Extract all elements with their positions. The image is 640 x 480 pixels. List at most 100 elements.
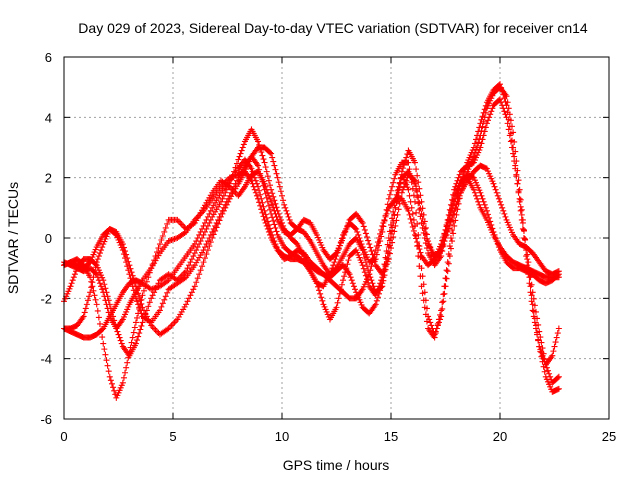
data-point	[365, 279, 372, 286]
y-tick-label: 4	[45, 110, 52, 125]
data-point	[263, 168, 270, 175]
data-point	[343, 225, 350, 232]
data-point	[145, 274, 152, 281]
data-point	[441, 283, 448, 290]
data-point	[196, 271, 203, 278]
data-point	[184, 265, 191, 272]
data-point	[138, 310, 145, 317]
data-point	[417, 205, 424, 212]
data-point	[82, 305, 89, 312]
data-point	[152, 253, 159, 260]
data-point	[253, 192, 260, 199]
data-point	[96, 250, 103, 257]
data-point	[341, 231, 348, 238]
data-point	[255, 195, 262, 202]
data-point	[395, 183, 402, 190]
data-point	[223, 198, 230, 205]
data-point	[257, 202, 264, 209]
data-point	[531, 319, 538, 326]
data-point	[417, 249, 424, 256]
data-point	[191, 250, 198, 257]
y-tick-label: 2	[45, 171, 52, 186]
data-point	[344, 261, 351, 268]
data-point	[240, 141, 247, 148]
data-point	[277, 188, 284, 195]
x-tick-label: 25	[602, 429, 616, 444]
data-point	[382, 254, 389, 261]
data-point	[459, 173, 466, 180]
data-point	[318, 294, 325, 301]
data-point	[518, 216, 525, 223]
series-track-6	[61, 81, 562, 368]
data-point	[439, 299, 446, 306]
data-point	[267, 149, 274, 156]
data-point	[539, 352, 546, 359]
data-point	[520, 235, 527, 241]
data-point	[479, 123, 486, 130]
data-point	[123, 259, 130, 266]
data-point	[537, 346, 544, 353]
data-point	[365, 267, 372, 274]
data-point	[280, 197, 287, 204]
data-point	[102, 351, 109, 358]
data-point	[91, 292, 98, 299]
y-tick-label: -2	[40, 291, 52, 306]
data-point	[544, 367, 551, 374]
data-point	[490, 180, 497, 187]
data-point	[377, 280, 384, 287]
data-point	[508, 137, 515, 144]
data-point	[259, 209, 266, 216]
data-point	[483, 120, 490, 127]
data-point	[497, 198, 503, 205]
data-point	[419, 290, 426, 297]
data-point	[482, 204, 489, 211]
data-point	[531, 302, 538, 309]
data-point	[143, 278, 150, 285]
data-point	[393, 198, 400, 205]
data-point	[365, 237, 372, 244]
data-point	[272, 200, 279, 207]
data-point	[502, 213, 509, 220]
data-point	[538, 339, 545, 346]
data-point	[386, 191, 393, 198]
data-point	[111, 387, 118, 394]
data-point	[130, 287, 137, 294]
data-point	[190, 253, 197, 260]
data-point	[438, 307, 445, 314]
data-point	[379, 222, 386, 229]
data-point	[271, 197, 278, 204]
data-point	[347, 274, 354, 281]
data-point	[273, 170, 280, 177]
data-point	[69, 277, 76, 284]
data-point	[428, 322, 435, 329]
data-point	[333, 304, 340, 311]
data-point	[92, 264, 99, 271]
data-point	[252, 189, 259, 196]
data-point	[446, 221, 453, 228]
data-point	[457, 180, 464, 187]
data-point	[219, 195, 226, 202]
data-point	[233, 160, 240, 167]
data-point	[142, 283, 149, 290]
data-point	[104, 305, 111, 312]
data-point	[207, 231, 214, 238]
data-point	[203, 225, 210, 232]
data-point	[383, 248, 390, 255]
data-point	[523, 253, 530, 260]
data-point	[100, 340, 107, 347]
data-point	[268, 150, 275, 157]
data-point	[345, 257, 352, 264]
data-point	[364, 263, 371, 270]
data-point	[149, 292, 156, 299]
data-point	[515, 177, 522, 184]
data-point	[317, 290, 324, 297]
data-point	[389, 239, 396, 246]
data-point	[217, 198, 224, 205]
data-point	[488, 108, 495, 115]
data-point	[528, 292, 535, 299]
data-point	[255, 162, 262, 169]
data-point	[481, 106, 488, 113]
data-point	[123, 364, 130, 371]
data-point	[505, 116, 512, 123]
data-point	[427, 319, 434, 326]
